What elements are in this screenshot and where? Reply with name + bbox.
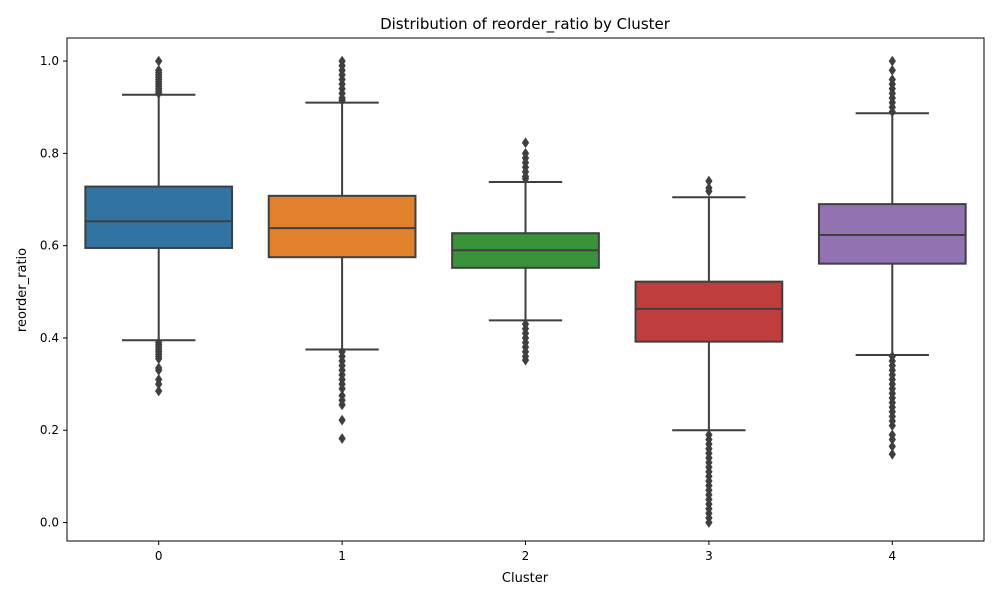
outlier-point bbox=[154, 55, 163, 67]
outlier-point bbox=[705, 429, 713, 441]
x-tick-label: 2 bbox=[522, 549, 530, 563]
outlier-point bbox=[521, 147, 530, 159]
y-tick-label: 0.0 bbox=[40, 516, 59, 530]
plot-area: 0.0 0.2 0.4 0.6 0.8 1.0 0 1 2 3 4 bbox=[40, 37, 985, 563]
box-group-cluster-1 bbox=[267, 55, 417, 444]
outlier-point bbox=[888, 350, 897, 362]
outlier-point bbox=[888, 74, 897, 85]
box-group-cluster-4 bbox=[817, 55, 967, 460]
outlier-point bbox=[888, 55, 897, 67]
iqr-box bbox=[84, 185, 234, 249]
iqr-box bbox=[267, 194, 417, 259]
outlier-point bbox=[154, 64, 163, 76]
outlier-point bbox=[521, 318, 530, 330]
outlier-point bbox=[888, 448, 897, 460]
y-tick-label: 0.8 bbox=[40, 146, 59, 160]
y-tick-label: 0.2 bbox=[40, 423, 59, 437]
outlier-point bbox=[338, 414, 346, 426]
y-tick-label: 0.6 bbox=[40, 239, 59, 253]
outlier-point bbox=[888, 429, 897, 441]
outlier-point bbox=[888, 64, 897, 76]
outlier-point bbox=[338, 390, 346, 402]
box-group-cluster-0 bbox=[84, 55, 234, 397]
outlier-point bbox=[705, 175, 713, 187]
outlier-point bbox=[338, 433, 346, 444]
x-tick-label: 0 bbox=[155, 549, 163, 563]
outlier-point bbox=[888, 440, 897, 452]
x-tick-label: 3 bbox=[705, 549, 713, 563]
outlier-point bbox=[521, 137, 530, 149]
outlier-point bbox=[338, 346, 346, 358]
x-tick-label: 4 bbox=[888, 549, 896, 563]
y-axis-label: reorder_ratio bbox=[15, 248, 30, 332]
outlier-point bbox=[154, 385, 163, 397]
y-tick-label: 0.4 bbox=[40, 331, 59, 345]
iqr-box bbox=[817, 203, 967, 265]
x-axis-label: Cluster bbox=[502, 571, 549, 586]
outlier-point bbox=[154, 374, 163, 385]
outlier-point bbox=[338, 55, 346, 67]
chart-title: Distribution of reorder_ratio by Cluster bbox=[380, 15, 671, 34]
outlier-point bbox=[154, 362, 163, 374]
y-tick-label: 1.0 bbox=[40, 54, 59, 68]
box-group-cluster-2 bbox=[451, 137, 600, 366]
iqr-box bbox=[634, 280, 784, 343]
outlier-point bbox=[154, 337, 163, 349]
box-group-cluster-3 bbox=[634, 175, 784, 528]
x-tick-label: 1 bbox=[338, 549, 346, 563]
outlier-point bbox=[705, 182, 713, 194]
